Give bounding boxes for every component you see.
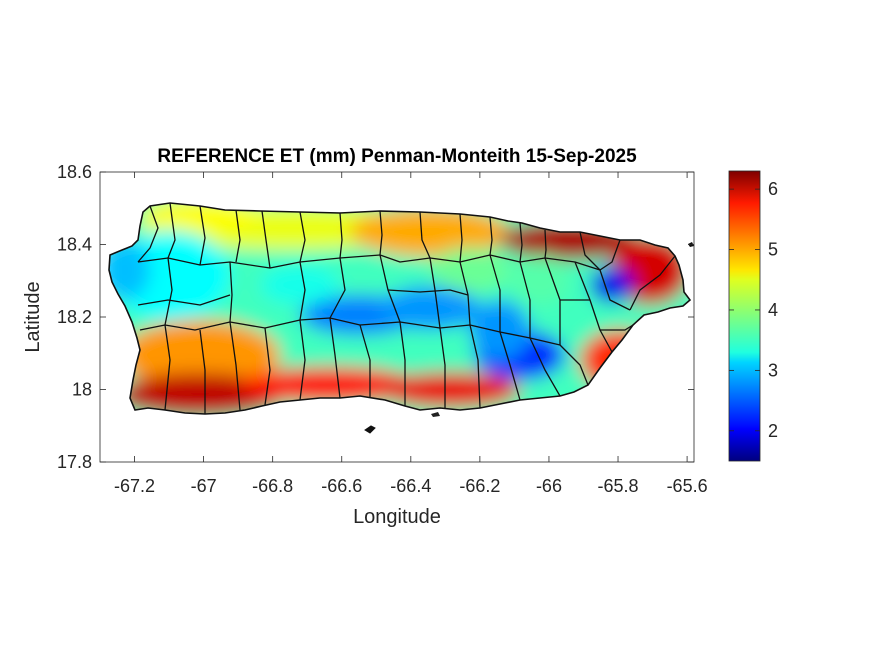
x-tick-label: -66.8: [252, 476, 293, 496]
municipality-boundary: [229, 321, 241, 411]
chart-title: REFERENCE ET (mm) Penman-Monteith 15-Sep…: [157, 146, 637, 167]
caja-de-muertos-island: [364, 425, 376, 434]
municipality-boundary: [399, 321, 406, 406]
island-outline: [108, 202, 692, 415]
municipality-boundary: [329, 317, 341, 399]
municipality-boundary: [519, 222, 523, 263]
x-tick-label: -65.6: [667, 476, 708, 496]
municipality-boundary: [519, 261, 531, 338]
municipality-boundary: [459, 213, 463, 263]
x-tick-label: -67.2: [114, 476, 155, 496]
municipality-boundary: [167, 202, 176, 259]
x-tick-label: -66.4: [390, 476, 431, 496]
heat-blob: [430, 248, 510, 292]
x-tick-label: -66.2: [459, 476, 500, 496]
municipality-boundary: [235, 209, 241, 263]
heat-blob: [350, 207, 510, 257]
municipality-boundary: [419, 211, 431, 259]
municipality-boundary: [137, 205, 159, 263]
islet-south: [431, 412, 440, 417]
municipality-boundary: [299, 261, 306, 321]
municipality-boundary: [299, 211, 306, 263]
municipality-boundary: [489, 254, 501, 332]
x-tick-label: -66: [536, 476, 562, 496]
x-tick-label: -65.8: [598, 476, 639, 496]
municipality-boundary: [439, 327, 446, 408]
y-tick-label: 18.2: [57, 307, 92, 327]
y-axis-label: Latitude: [22, 281, 44, 352]
municipality-boundary: [299, 319, 306, 401]
heat-blob: [510, 255, 570, 305]
municipality-boundary: [137, 254, 381, 269]
municipality-boundary: [329, 257, 346, 319]
municipality-boundary: [199, 329, 206, 414]
municipality-boundary: [529, 337, 561, 397]
y-axis: 18.6 18.4 18.2 18 17.8: [57, 162, 694, 472]
colorbar-tick-label: 4: [768, 300, 778, 320]
municipality-boundary: [387, 289, 469, 296]
municipality-boundary: [261, 210, 271, 269]
municipality-boundary: [469, 324, 481, 409]
x-axis: -67.2 -67 -66.8 -66.6 -66.4 -66.2 -66 -65.8 -65.…: [114, 172, 708, 496]
municipality-boundary: [139, 317, 561, 346]
municipality-boundary: [164, 324, 171, 411]
municipality-boundary: [629, 255, 676, 311]
colorbar-tick-label: 2: [768, 421, 778, 441]
municipality-boundary: [164, 257, 173, 326]
y-tick-label: 18: [72, 380, 92, 400]
municipality-boundary: [499, 331, 521, 401]
municipality-boundary: [359, 324, 371, 398]
municipality-boundary: [600, 324, 634, 331]
y-tick-label: 18.4: [57, 235, 92, 255]
x-tick-label: -66.6: [321, 476, 362, 496]
x-axis-label: Longitude: [353, 506, 441, 528]
municipality-boundary: [339, 212, 343, 259]
municipality-boundary: [199, 205, 206, 266]
colorbar-tick-label: 6: [768, 179, 778, 199]
municipality-boundary: [264, 327, 271, 406]
x-tick-label: -67: [191, 476, 217, 496]
colorbar-tick-label: 5: [768, 240, 778, 260]
municipality-boundary: [574, 261, 613, 353]
heat-blob: [380, 372, 520, 408]
municipality-boundary: [229, 261, 233, 323]
municipality-boundary: [429, 257, 441, 329]
municipality-boundary: [137, 294, 231, 306]
municipality-boundaries: [137, 202, 676, 414]
y-tick-label: 17.8: [57, 452, 92, 472]
y-tick-label: 18.6: [57, 162, 92, 182]
municipality-boundary: [559, 344, 589, 386]
municipality-boundary: [579, 231, 601, 271]
heat-blob: [120, 320, 280, 390]
colorbar: [728, 170, 761, 462]
municipality-boundary: [599, 239, 631, 311]
heat-blob: [380, 286, 480, 330]
colorbar-ticks: 6 5 4 3 2: [729, 179, 778, 441]
heat-blob: [590, 267, 634, 303]
heat-blob: [260, 265, 340, 305]
heat-blob: [240, 367, 420, 403]
colorbar-tick-label: 3: [768, 360, 778, 380]
